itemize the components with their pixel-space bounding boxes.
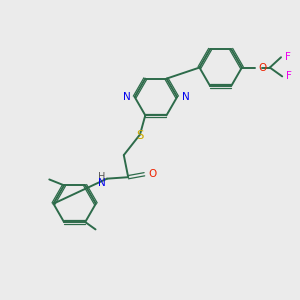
Text: S: S [136,130,144,142]
Text: O: O [259,63,267,73]
Text: N: N [182,92,189,102]
Text: F: F [286,71,292,81]
Text: H: H [98,172,106,182]
Text: F: F [285,52,290,62]
Text: N: N [122,92,130,102]
Text: N: N [98,178,106,188]
Text: O: O [149,169,157,179]
